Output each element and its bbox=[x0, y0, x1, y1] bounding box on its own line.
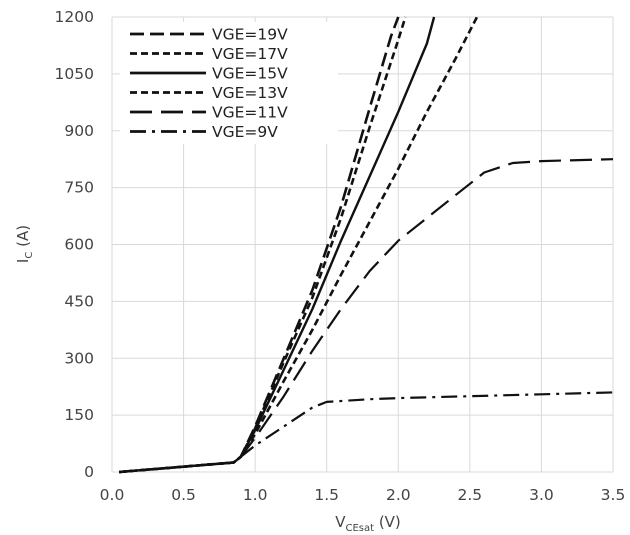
legend-label: VGE=11V bbox=[212, 104, 288, 122]
x-axis-label-sub: CEsat bbox=[345, 523, 374, 534]
x-tick-label: 2.0 bbox=[386, 486, 411, 504]
y-axis-ticks: 0 150 300 450 600 750 900 1050 1200 bbox=[55, 8, 94, 481]
x-tick-label: 0.5 bbox=[171, 486, 196, 504]
y-axis-label: IC (A) bbox=[14, 225, 35, 263]
legend-label: VGE=19V bbox=[212, 26, 288, 44]
legend-background bbox=[120, 22, 338, 144]
legend-label: VGE=15V bbox=[212, 65, 288, 83]
series-line-vge-15v bbox=[119, 16, 436, 474]
series-line-vge-13v bbox=[119, 16, 479, 474]
x-tick-label: 2.5 bbox=[458, 486, 483, 504]
y-tick-label: 600 bbox=[64, 236, 94, 254]
y-tick-label: 1200 bbox=[55, 8, 94, 26]
series-line-vge-19v bbox=[119, 16, 400, 474]
series-lines bbox=[119, 16, 614, 474]
x-tick-label: 1.5 bbox=[314, 486, 339, 504]
legend-label: VGE=13V bbox=[212, 84, 288, 102]
legend-label: VGE=17V bbox=[212, 45, 288, 63]
x-axis-label-unit: (V) bbox=[374, 513, 401, 531]
x-tick-label: 3.0 bbox=[529, 486, 554, 504]
y-axis-label-main: I bbox=[14, 259, 32, 263]
x-axis-label-main: V bbox=[335, 513, 346, 531]
y-tick-label: 450 bbox=[64, 292, 94, 310]
y-axis-label-sub: C bbox=[24, 252, 35, 259]
y-tick-label: 900 bbox=[64, 122, 94, 140]
x-tick-label: 1.0 bbox=[243, 486, 268, 504]
y-axis-label-unit: (A) bbox=[14, 225, 32, 252]
y-tick-label: 300 bbox=[64, 349, 94, 367]
x-axis-ticks: 0.0 0.5 1.0 1.5 2.0 2.5 3.0 3.5 bbox=[100, 486, 626, 504]
x-axis-label: VCEsat (V) bbox=[335, 513, 401, 534]
series-line-vge-9v bbox=[119, 391, 614, 474]
y-tick-label: 0 bbox=[84, 463, 94, 481]
y-tick-label: 150 bbox=[64, 406, 94, 424]
legend-label: VGE=9V bbox=[212, 123, 278, 141]
y-tick-label: 750 bbox=[64, 179, 94, 197]
series-line-vge-11v bbox=[119, 158, 614, 474]
y-tick-label: 1050 bbox=[55, 65, 94, 83]
x-tick-label: 0.0 bbox=[100, 486, 125, 504]
x-tick-label: 3.5 bbox=[601, 486, 626, 504]
